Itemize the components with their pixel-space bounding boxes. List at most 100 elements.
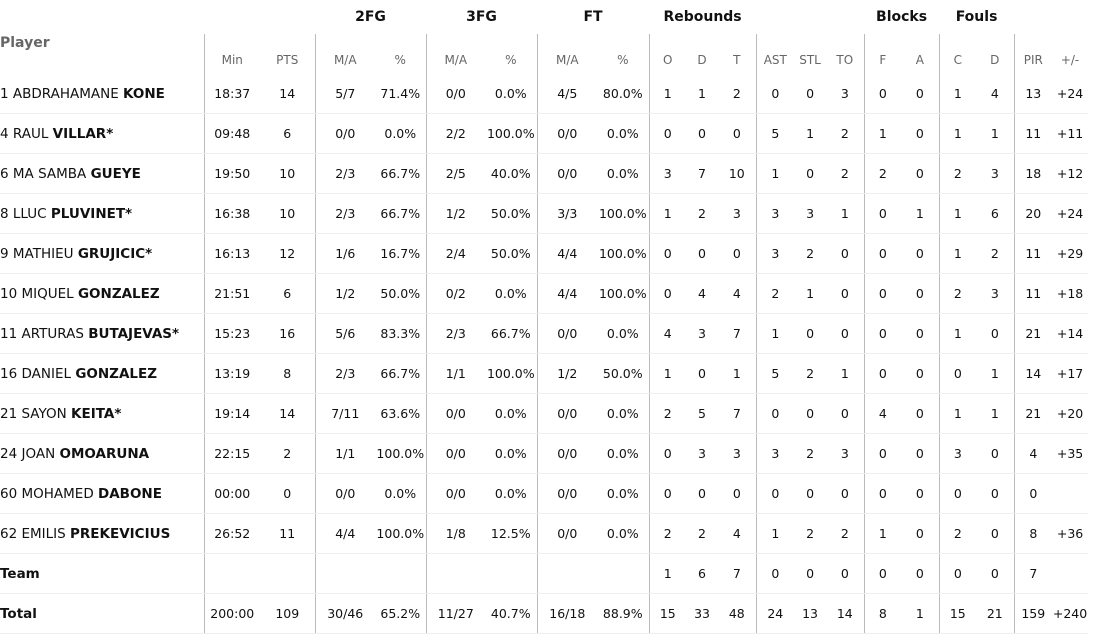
stat-cell: 0 <box>755 74 795 114</box>
player-cell: 6 MA SAMBA GUEYE <box>0 153 204 194</box>
stat-cell: 1 <box>648 74 687 114</box>
column-label: A <box>901 34 939 74</box>
stat-cell: 0 <box>863 433 902 474</box>
stat-cell: 2 <box>938 513 977 554</box>
stat-cell: 0/0 <box>314 473 375 514</box>
stat-cell: 1 <box>755 313 795 354</box>
stat-cell: 0 <box>648 433 687 474</box>
stat-cell: 0/0 <box>425 393 486 434</box>
stat-cell: 1 <box>938 193 977 234</box>
stat-cell: +240 <box>1052 593 1089 634</box>
stat-cell: 0 <box>901 273 940 314</box>
stat-cell: 3 <box>686 433 719 474</box>
stat-cell: 0.0% <box>485 393 538 434</box>
stat-cell: +20 <box>1052 393 1089 434</box>
stat-cell: 3 <box>718 433 757 474</box>
player-last-name: DABONE <box>98 485 162 502</box>
stat-cell: +36 <box>1052 513 1089 554</box>
stat-cell: 0 <box>794 153 827 194</box>
player-first-name: MOHAMED <box>21 485 94 502</box>
stat-cell: 3 <box>718 193 757 234</box>
player-cell: 16 DANIEL GONZALEZ <box>0 353 204 394</box>
stat-cell: 3 <box>976 153 1015 194</box>
player-first-name: MATHIEU <box>12 245 74 262</box>
stat-cell: 5 <box>755 353 795 394</box>
stat-cell <box>314 553 375 594</box>
player-row: 4 RAUL VILLAR* 09:48 6 0/0 0.0% 2/2 100.0% 0/0 0… <box>0 113 1089 154</box>
stat-cell: 22:15 <box>203 433 260 474</box>
column-label-text: +/- <box>1060 53 1080 67</box>
stat-cell: 7 <box>718 313 757 354</box>
stat-cell: 0 <box>976 513 1015 554</box>
stat-cell <box>1052 553 1089 594</box>
stat-cell: 2 <box>686 193 719 234</box>
group-label: 3FG <box>466 9 497 25</box>
player-cell: 1 ABDRAHAMANE KONE <box>0 74 204 114</box>
player-last-name: KONE <box>123 85 165 102</box>
stat-cell: 7 <box>1013 553 1053 594</box>
stat-cell: 2/4 <box>425 233 486 274</box>
stat-cell: 0 <box>938 473 977 514</box>
stat-cell: 4/4 <box>536 233 598 274</box>
column-label: % <box>597 34 649 74</box>
player-first-name: ARTURAS <box>21 325 84 342</box>
stat-cell: 2 <box>826 513 865 554</box>
stat-cell: 8 <box>863 593 902 634</box>
stat-cell: 40.7% <box>485 593 538 634</box>
stat-cell: 1 <box>938 393 977 434</box>
stat-cell <box>485 553 538 594</box>
player-first-name: JOAN <box>21 445 56 462</box>
stat-cell: 0.0% <box>375 473 427 514</box>
stat-cell: 0 <box>863 353 902 394</box>
stat-cell: 0 <box>826 473 865 514</box>
stat-cell: 1 <box>901 193 940 234</box>
column-label-text: M/A <box>444 53 468 67</box>
column-label: F <box>863 34 902 74</box>
stat-cell: 0 <box>686 473 719 514</box>
player-cell: Total <box>0 593 204 634</box>
stat-cell: 4 <box>686 273 719 314</box>
player-first-name: ABDRAHAMANE <box>12 85 119 102</box>
stat-cell: 0/0 <box>536 393 598 434</box>
stat-cell: 0 <box>718 233 757 274</box>
column-label-text: TO <box>836 53 854 67</box>
stat-cell: 100.0% <box>485 353 538 394</box>
player-last-name: GONZALEZ <box>75 365 158 382</box>
stat-cell: 66.7% <box>375 353 427 394</box>
player-number: 9 <box>0 245 9 262</box>
stat-cell: 0 <box>686 113 719 154</box>
player-cell: 24 JOAN OMOARUNA <box>0 433 204 474</box>
stat-cell: +35 <box>1052 433 1089 474</box>
column-label: M/A <box>425 34 486 74</box>
group-label: Blocks <box>876 9 928 25</box>
player-first-name: RAUL <box>12 125 49 142</box>
column-label-text: D <box>990 53 1000 67</box>
stat-cell: 0 <box>718 473 757 514</box>
player-row: 6 MA SAMBA GUEYE 19:50 10 2/3 66.7% 2/5 40.0% 0… <box>0 153 1089 194</box>
stat-cell: 4/4 <box>314 513 375 554</box>
stat-cell: 63.6% <box>375 393 427 434</box>
player-row: 9 MATHIEU GRUJICIC* 16:13 12 1/6 16.7% 2/4 50.… <box>0 233 1089 274</box>
stat-cell: 100.0% <box>597 233 650 274</box>
stat-cell: 0 <box>863 233 902 274</box>
stat-cell: 0/0 <box>425 433 486 474</box>
column-label: D <box>686 34 718 74</box>
stat-cell: 2 <box>648 393 687 434</box>
stat-cell: 2 <box>976 233 1015 274</box>
player-number: 24 <box>0 445 18 462</box>
stat-cell: 14 <box>260 393 315 434</box>
column-label: C <box>938 34 977 74</box>
player-first-name: MIQUEL <box>21 285 74 302</box>
stat-cell: 0 <box>686 353 719 394</box>
stat-cell: 1 <box>755 513 795 554</box>
column-label: T <box>718 34 756 74</box>
player-row: 1 ABDRAHAMANE KONE 18:37 14 5/7 71.4% 0/0 0.0%… <box>0 74 1089 114</box>
stat-cell: 11 <box>1013 273 1053 314</box>
column-label: STL <box>794 34 826 74</box>
column-label: M/A <box>314 34 375 74</box>
stat-cell: 2 <box>938 273 977 314</box>
stat-cell: 15 <box>648 593 687 634</box>
stat-cell: 2/3 <box>314 353 375 394</box>
player-first-name: LLUC <box>12 205 47 222</box>
